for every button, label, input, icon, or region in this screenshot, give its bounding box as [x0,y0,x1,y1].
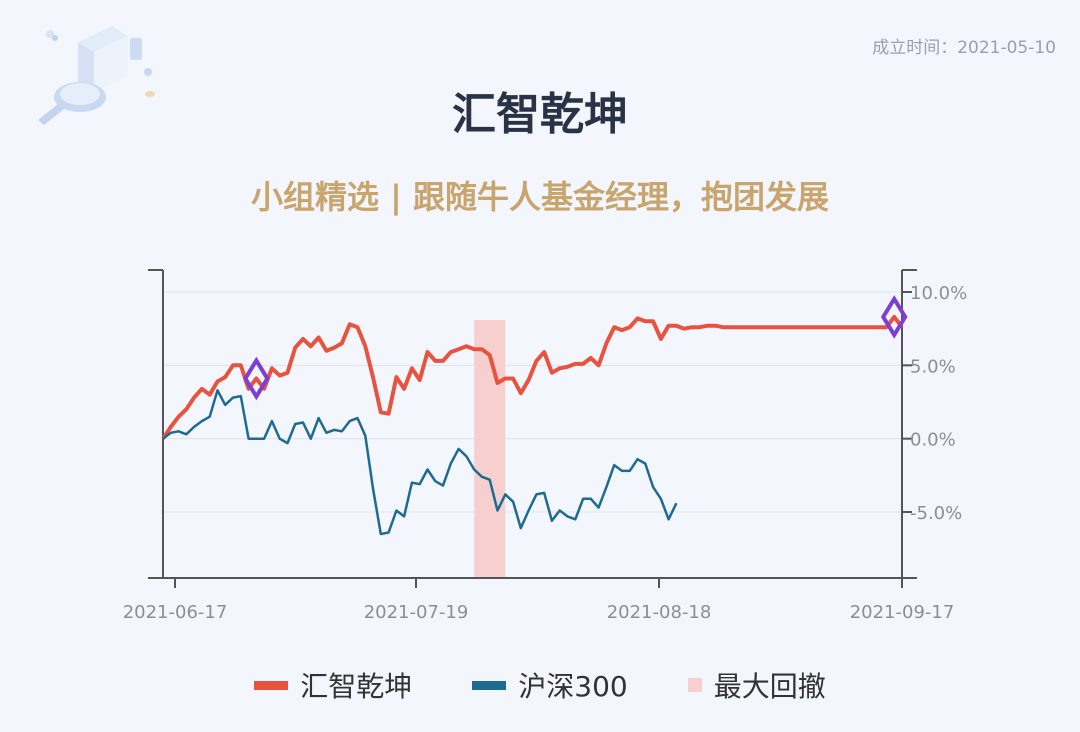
legend-item-index: 沪深300 [472,665,628,705]
legend-label-fund: 汇智乾坤 [300,670,413,703]
legend-swatch-fund [254,680,289,690]
index-line [162,389,678,536]
y-tick-label: -5.0% [910,503,962,524]
founded-date: 成立时间：2021-05-10 [872,38,1056,58]
legend-label-index: 沪深300 [518,670,628,703]
chart-grid [163,291,902,513]
y-tick-label: 5.0% [910,356,956,377]
chart-markers [243,295,908,401]
diamond-marker [880,295,908,339]
magnifier-logo-icon [38,26,155,125]
y-tick-label: 0.0% [910,430,956,451]
x-tick-label: 2021-07-19 [364,602,469,623]
legend-swatch-index [472,680,507,690]
max-drawdown-rect [474,320,506,578]
chart-series [161,314,904,536]
diamond-marker [243,356,270,401]
legend-swatch-drawdown [687,678,702,692]
y-tick-label: 10.0% [910,283,967,304]
page-subtitle: 小组精选 | 跟随牛人基金经理，抱团发展 [251,178,829,216]
legend-label-drawdown: 最大回撤 [713,670,826,703]
max-drawdown-band [474,320,506,578]
x-tick-label: 2021-06-17 [123,602,228,623]
chart-legend: 汇智乾坤 沪深300 最大回撤 [0,665,1080,705]
legend-item-drawdown: 最大回撤 [687,665,826,705]
fund-line [161,314,904,440]
chart-axes [148,269,917,588]
page-title: 汇智乾坤 [452,89,628,140]
legend-item-fund: 汇智乾坤 [254,665,412,705]
chart-tick-labels: 2021-06-17 2021-07-19 2021-08-18 2021-09-17… [123,283,967,623]
x-tick-label: 2021-08-18 [607,602,712,623]
x-tick-label: 2021-09-17 [850,602,955,623]
